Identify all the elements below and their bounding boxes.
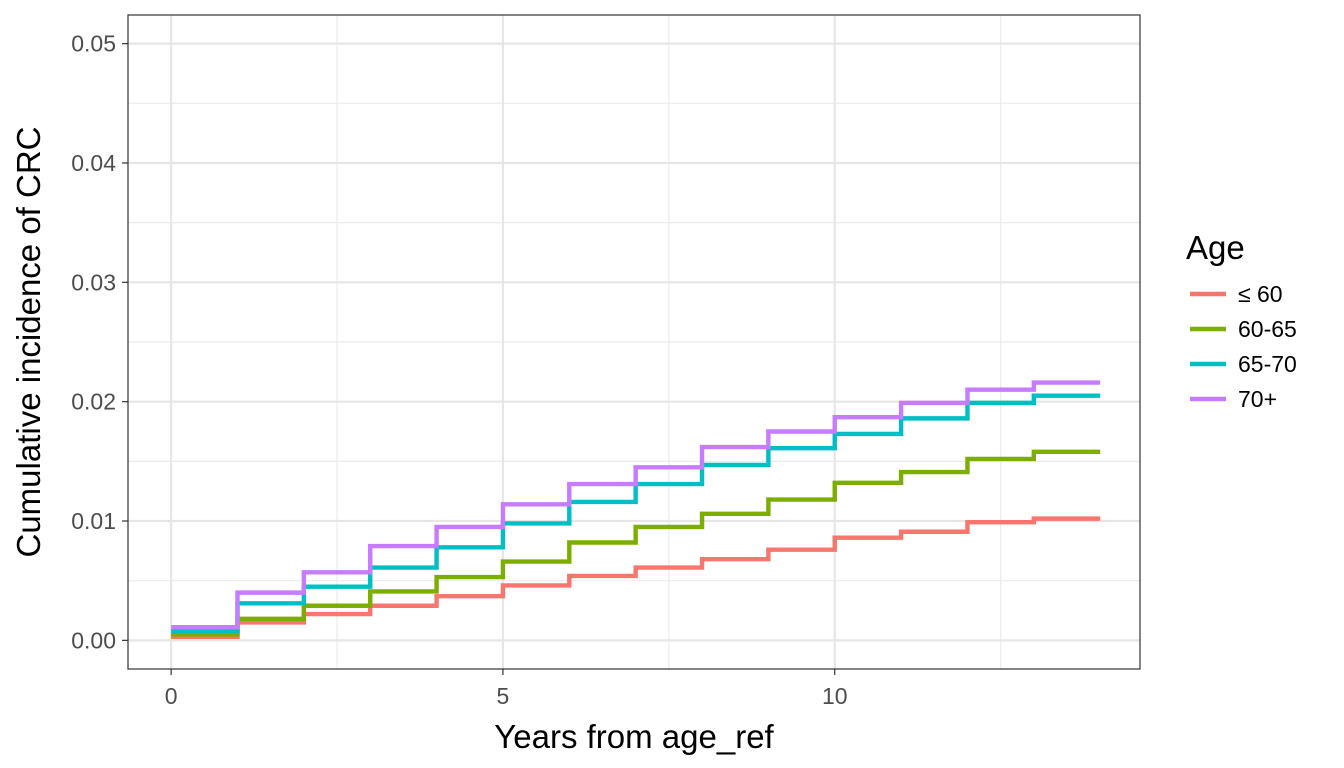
y-tick-label: 0.05 bbox=[71, 31, 116, 57]
legend: Age ≤ 60 60-65 65-70 70+ bbox=[1186, 229, 1297, 412]
x-tick-label: 5 bbox=[497, 683, 510, 709]
series-lines bbox=[171, 380, 1101, 639]
panel-border bbox=[127, 14, 1141, 670]
series-line-60-65 bbox=[171, 449, 1101, 637]
x-tick-label: 10 bbox=[822, 683, 848, 709]
legend-label: ≤ 60 bbox=[1238, 281, 1283, 307]
y-axis: 0.00 0.01 0.02 0.03 0.04 0.05 bbox=[71, 31, 128, 653]
x-axis-title: Years from age_ref bbox=[494, 718, 774, 755]
x-axis: 0 5 10 bbox=[165, 669, 848, 709]
x-tick-label: 0 bbox=[165, 683, 178, 709]
series-line--60 bbox=[171, 516, 1101, 639]
y-tick-label: 0.04 bbox=[71, 150, 116, 176]
y-tick-label: 0.01 bbox=[71, 508, 116, 534]
legend-label: 70+ bbox=[1238, 386, 1277, 412]
y-tick-label: 0.00 bbox=[71, 627, 116, 653]
series-line-70- bbox=[171, 380, 1101, 630]
minor-gridlines bbox=[128, 15, 1140, 669]
series-line-65-70 bbox=[171, 393, 1101, 634]
legend-title: Age bbox=[1186, 229, 1245, 266]
legend-label: 65-70 bbox=[1238, 351, 1297, 377]
y-tick-label: 0.02 bbox=[71, 389, 116, 415]
legend-label: 60-65 bbox=[1238, 316, 1297, 342]
y-axis-title: Cumulative incidence of CRC bbox=[10, 126, 47, 557]
y-tick-label: 0.03 bbox=[71, 269, 116, 295]
panel-border-rect bbox=[127, 14, 1141, 670]
